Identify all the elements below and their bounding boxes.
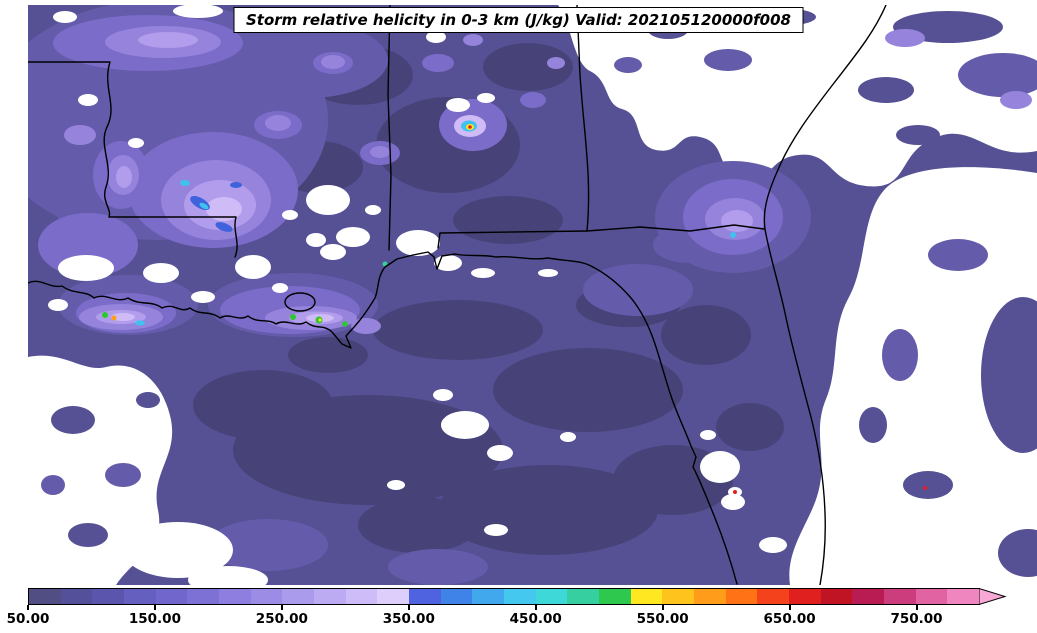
colorbar-tick-label: 350.00 [382,611,435,627]
colorbar-segment [915,589,948,604]
colorbar-segment [535,589,568,604]
nw-louisiana-max-specks [180,180,242,232]
colorbar-segment [250,589,283,604]
colorbar-segment [345,589,378,604]
colorbar-tick [407,605,410,610]
helicity-contour-map [28,5,1037,585]
colorbar-segment [282,589,315,604]
colorbar-segment [725,589,758,604]
atlantic-coastline [763,5,887,585]
map-title-text: Storm relative helicity in 0-3 km (J/kg)… [246,11,791,29]
colorbar-tick [280,605,283,610]
gulf-coastline [28,251,738,585]
colorbar-tick-label: 50.00 [6,611,50,627]
colorbar-segment [92,589,125,604]
colorbar-segment [789,589,821,604]
map-title: Storm relative helicity in 0-3 km (J/kg)… [233,7,804,33]
colorbar-tick-label: 450.00 [509,611,562,627]
colorbar-segment [852,589,885,604]
colorbar-segment [124,589,156,604]
colorbar-segment [757,589,790,604]
colorbar-segment [884,589,916,604]
colorbar-segment [187,589,220,604]
louisiana-coast-max-specks [102,261,388,327]
colorbar-tick-label: 650.00 [763,611,816,627]
colorbar-segment [60,589,93,604]
colorbar-tick [27,605,29,610]
colorbar-tick [661,605,664,610]
colorbar-tick-label: 750.00 [890,611,943,627]
colorbar-tick-label: 250.00 [255,611,308,627]
colorbar-tick [534,605,537,610]
colorbar-overflow-arrow [979,588,1007,605]
colorbar-segment [472,589,505,604]
state-borders [28,5,765,258]
colorbar-segment [567,589,600,604]
colorbar-segment [314,589,346,604]
colorbar-bar [28,588,980,605]
colorbar-segment [29,589,61,604]
colorbar: 50.00 150.00 250.00 350.00 450.00 550.00 650.0… [7,588,1037,633]
geography-outlines [28,5,887,585]
colorbar-tick [788,605,791,610]
florida-coast-max-speck [728,487,742,497]
colorbar-segment [377,589,410,604]
colorbar-segment [599,589,631,604]
field-islands-in-white [41,9,1037,577]
colorbar-tick-label: 550.00 [636,611,689,627]
colorbar-segment [504,589,536,604]
colorbar-segment [630,589,663,604]
colorbar-segment [947,589,980,604]
colorbar-segment [409,589,441,604]
atlantic-max-speck [923,486,927,490]
colorbar-segment [662,589,695,604]
colorbar-segment [155,589,188,604]
georgia-violet-max [655,161,811,273]
colorbar-segment [820,589,853,604]
colorbar-tick [915,605,918,610]
alabama-max-bullseye [454,115,486,137]
lake-pontchartrain-outline [284,292,316,312]
colorbar-segment [694,589,726,604]
colorbar-segment [440,589,473,604]
colorbar-segment [219,589,251,604]
colorbar-tick-label: 150.00 [128,611,181,627]
colorbar-tick [153,605,156,610]
